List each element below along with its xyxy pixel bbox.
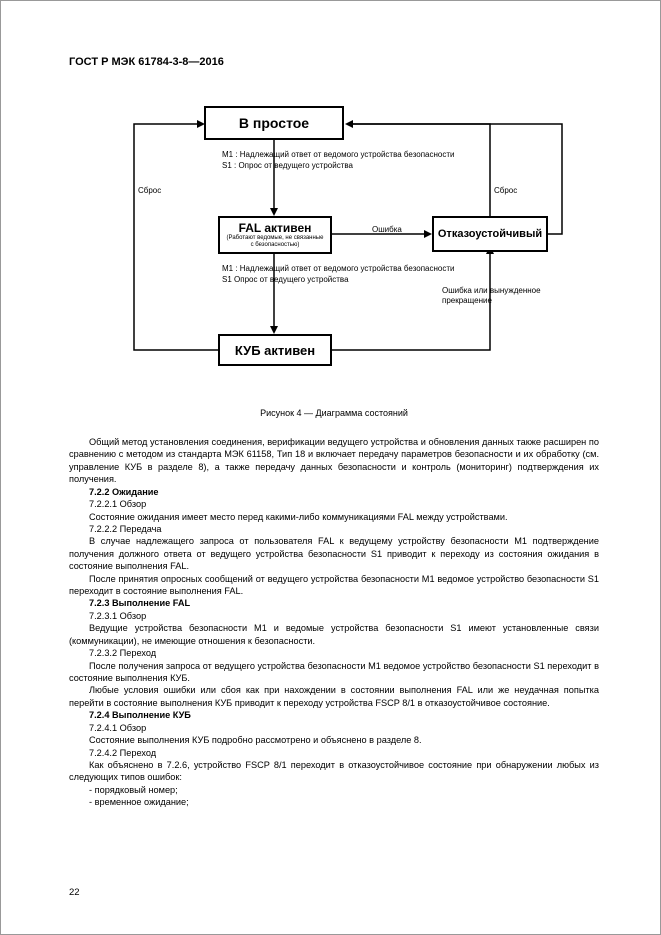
label-error: Ошибка — [372, 225, 402, 235]
para-4: После принятия опросных сообщений от вед… — [69, 573, 599, 598]
state-kub-title: КУБ активен — [235, 343, 315, 358]
para-8: Состояние выполнения КУБ подробно рассмо… — [69, 734, 599, 746]
heading-722: 7.2.2 Ожидание — [69, 486, 599, 498]
label-s1-top: S1 : Опрос от ведущего устройства — [222, 161, 353, 171]
state-failsafe-title: Отказоустойчивый — [438, 228, 542, 240]
label-error-stop: Ошибка или вынужденное прекращение — [442, 286, 541, 305]
standard-header: ГОСТ Р МЭК 61784-3-8—2016 — [69, 56, 599, 68]
state-fal: FAL активен (Работают ведомые, не связан… — [218, 216, 332, 254]
para-5: Ведущие устройства безопасности М1 и вед… — [69, 622, 599, 647]
heading-7232: 7.2.3.2 Переход — [69, 647, 599, 659]
label-reset-right: Сброс — [494, 186, 517, 196]
heading-7241: 7.2.4.1 Обзор — [69, 722, 599, 734]
figure-caption: Рисунок 4 — Диаграмма состояний — [69, 408, 599, 418]
para-3: В случае надлежащего запроса от пользова… — [69, 535, 599, 572]
state-diagram: В простое FAL активен (Работают ведомые,… — [94, 88, 574, 388]
label-s1-bot: S1 Опрос от ведущего устройства — [222, 275, 349, 285]
para-1: Общий метод установления соединения, вер… — [69, 436, 599, 486]
list-item-1: - порядковый номер; — [69, 784, 599, 796]
label-m1-bot: М1 : Надлежащий ответ от ведомого устрой… — [222, 264, 455, 274]
label-m1-top: М1 : Надлежащий ответ от ведомого устрой… — [222, 150, 455, 160]
para-2: Состояние ожидания имеет место перед как… — [69, 511, 599, 523]
heading-7231: 7.2.3.1 Обзор — [69, 610, 599, 622]
page-content: ГОСТ Р МЭК 61784-3-8—2016 — [69, 56, 599, 809]
state-fal-title: FAL активен — [239, 221, 312, 235]
heading-7221: 7.2.2.1 Обзор — [69, 498, 599, 510]
state-fal-sub: (Работают ведомые, не связанные с безопа… — [227, 235, 324, 248]
heading-724: 7.2.4 Выполнение КУБ — [69, 709, 599, 721]
heading-7242: 7.2.4.2 Переход — [69, 747, 599, 759]
list-item-2: - временное ожидание; — [69, 796, 599, 808]
heading-7222: 7.2.2.2 Передача — [69, 523, 599, 535]
heading-723: 7.2.3 Выполнение FAL — [69, 597, 599, 609]
body-text: Общий метод установления соединения, вер… — [69, 436, 599, 809]
state-kub: КУБ активен — [218, 334, 332, 366]
state-failsafe: Отказоустойчивый — [432, 216, 548, 252]
state-idle: В простое — [204, 106, 344, 140]
para-7: Любые условия ошибки или сбоя как при на… — [69, 684, 599, 709]
para-9: Как объяснено в 7.2.6, устройство FSCP 8… — [69, 759, 599, 784]
page-number: 22 — [69, 887, 80, 898]
state-idle-title: В простое — [239, 115, 309, 131]
label-reset-left: Сброс — [138, 186, 161, 196]
document-page: ГОСТ Р МЭК 61784-3-8—2016 — [0, 0, 661, 935]
para-6: После получения запроса от ведущего устр… — [69, 660, 599, 685]
